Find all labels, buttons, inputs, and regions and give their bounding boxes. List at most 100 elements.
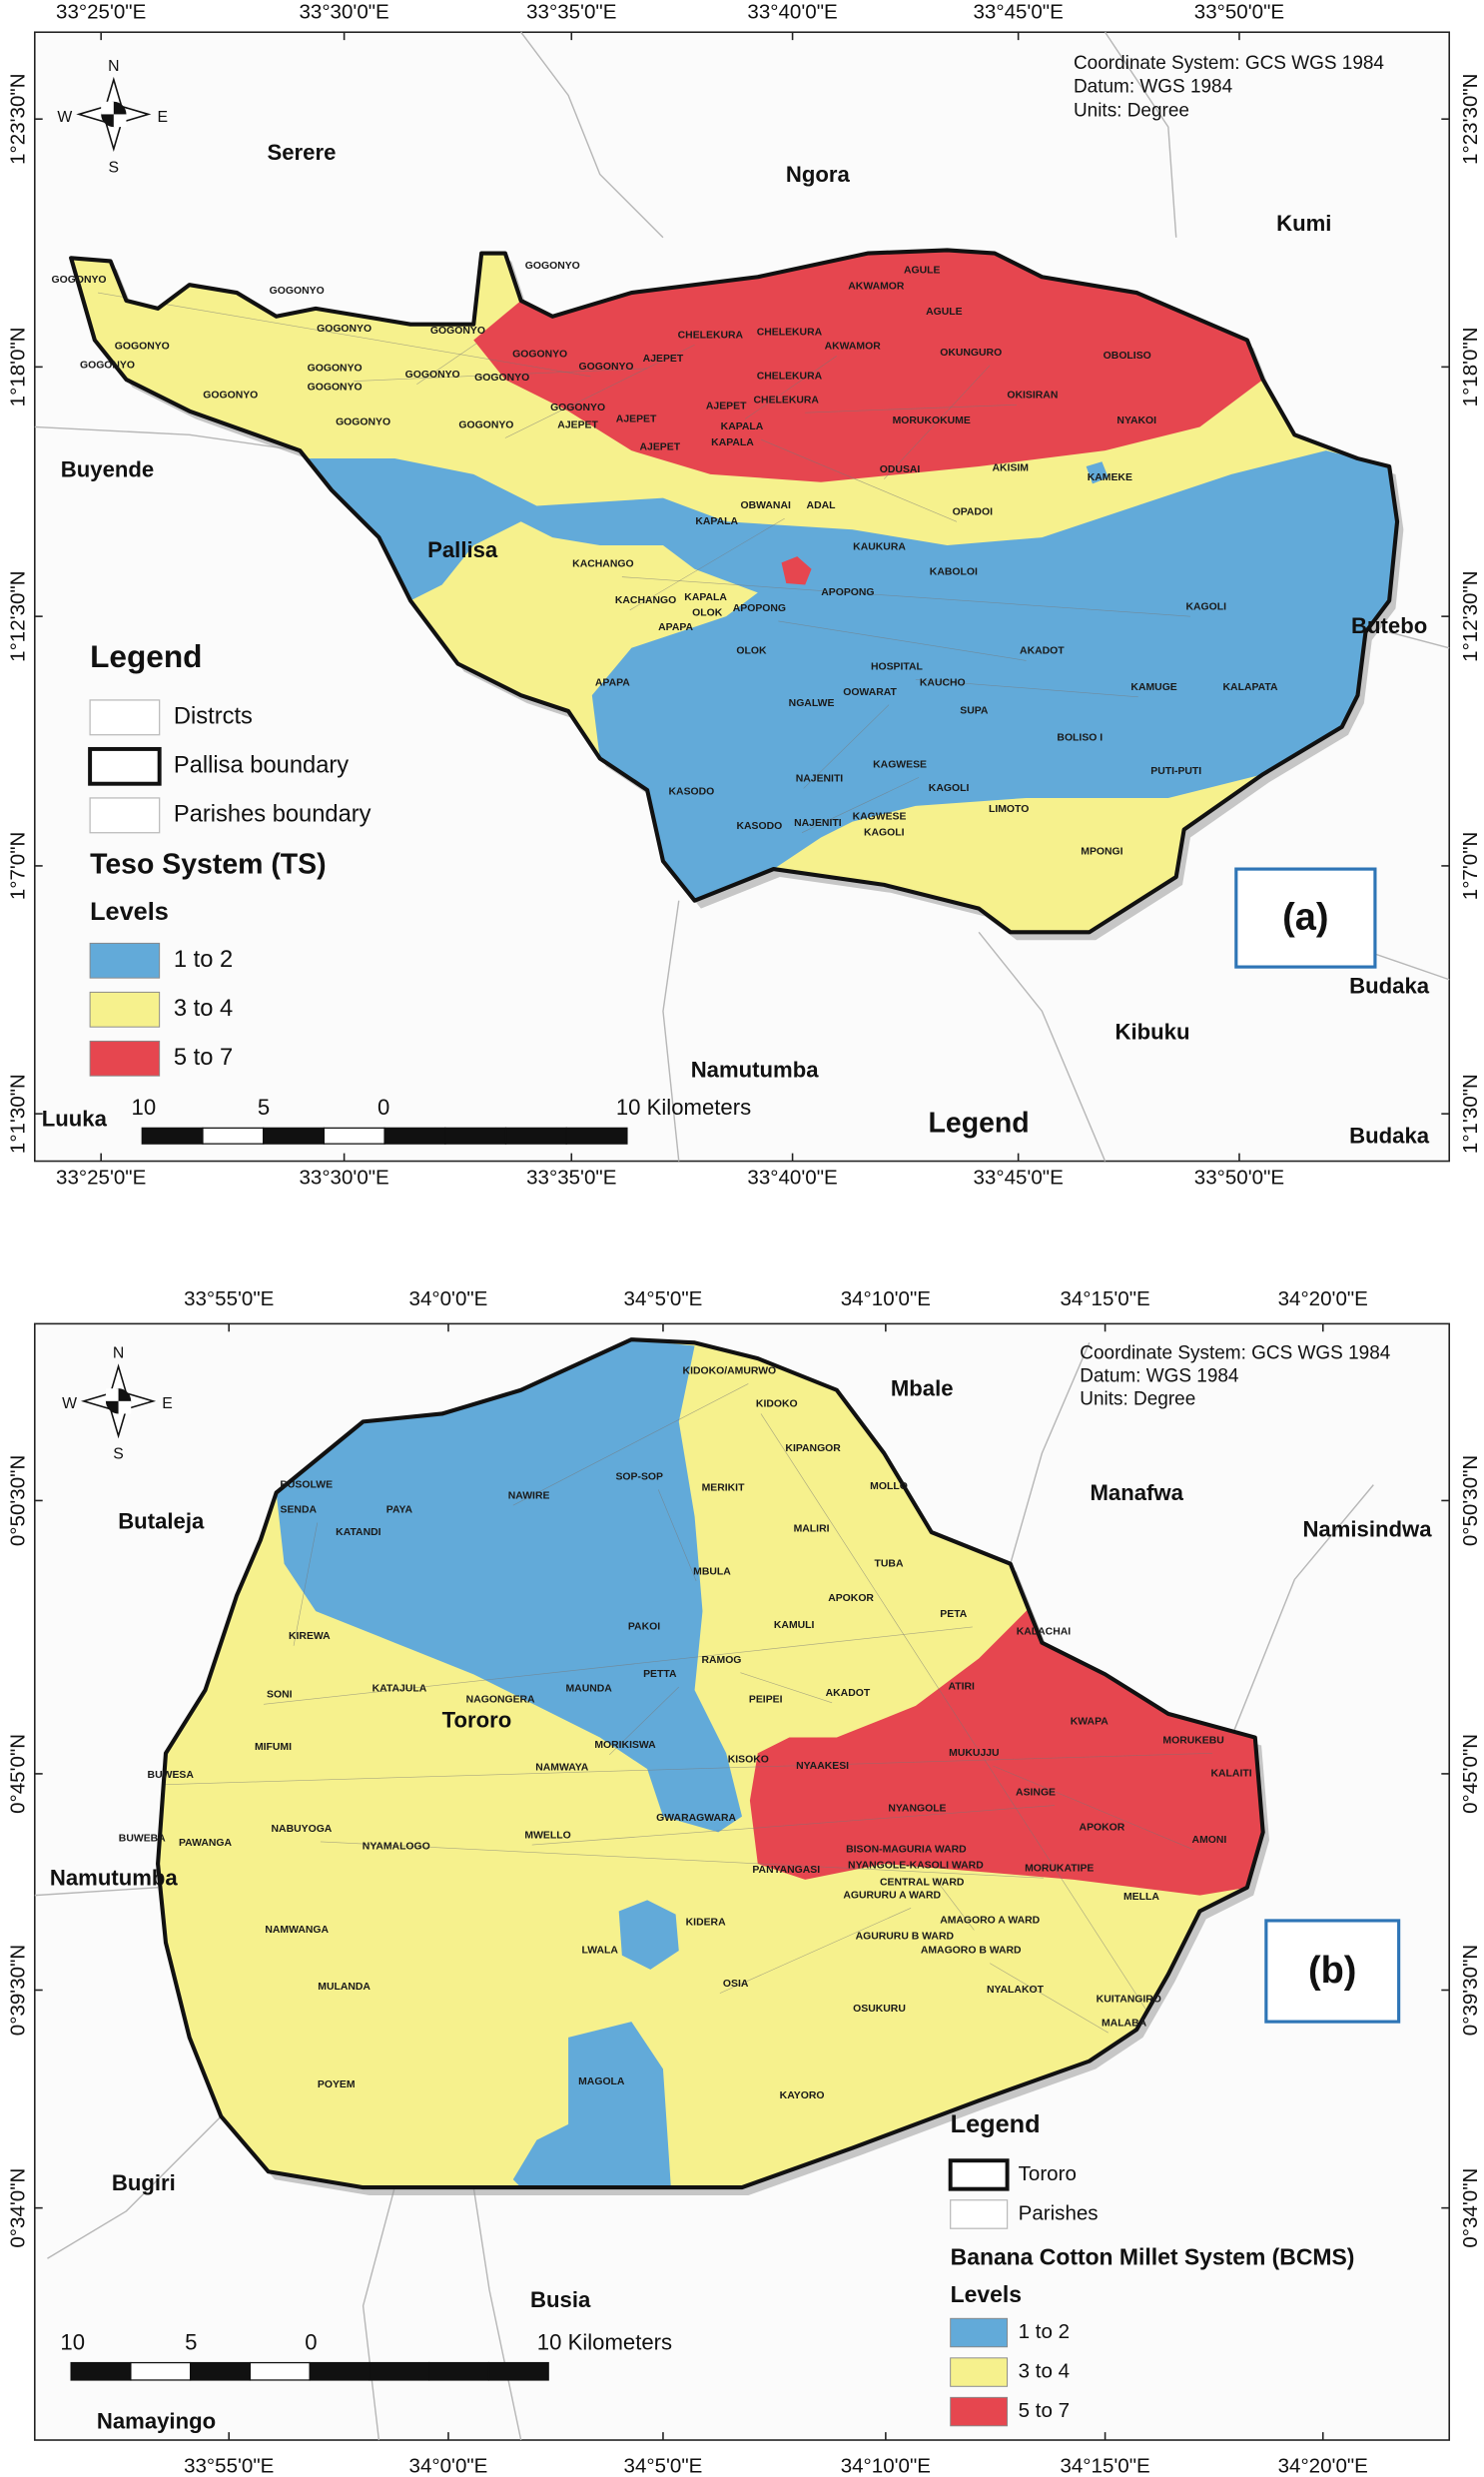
coordinate-info: Units: Degree bbox=[1080, 1388, 1195, 1409]
parish-label: MULANDA bbox=[318, 1982, 371, 1993]
parish-label: KIDOKO/AMURWO bbox=[683, 1366, 777, 1377]
legend-symbol bbox=[89, 699, 161, 736]
parish-boundary bbox=[778, 620, 1027, 661]
scale-bar-segment bbox=[202, 1127, 265, 1145]
legend-item: Tororo bbox=[1019, 2162, 1077, 2185]
parish-label: AGURURU A WARD bbox=[843, 1890, 941, 1901]
parish-label: KABOLOI bbox=[930, 567, 978, 578]
compass-center bbox=[118, 1400, 132, 1414]
compass-letter: W bbox=[57, 109, 72, 126]
scale-bar-segment bbox=[263, 1127, 326, 1145]
scale-bar-segment bbox=[70, 2361, 132, 2381]
legend-item: Parishes boundary bbox=[174, 802, 371, 828]
parish-label: MAUNDA bbox=[565, 1683, 612, 1694]
parish-label: CHELEKURA bbox=[757, 372, 823, 383]
parish-label: AJEPET bbox=[640, 442, 681, 453]
district-line bbox=[1230, 1484, 1374, 1738]
parish-label: AMONI bbox=[1192, 1835, 1227, 1846]
parish-label: LWALA bbox=[581, 1946, 618, 1957]
parish-label: APAPA bbox=[658, 622, 693, 633]
parish-label: KALAPATA bbox=[1223, 682, 1278, 693]
latitude-tick-label: 1°23'30"N bbox=[1459, 73, 1482, 164]
parish-label: OLOK bbox=[692, 608, 723, 619]
scale-label: 10 bbox=[132, 1095, 157, 1120]
parish-boundary bbox=[760, 1413, 1148, 2013]
parish-label: KASODO bbox=[737, 821, 783, 832]
parish-label: GOGONYO bbox=[512, 349, 567, 360]
parish-label: OLOK bbox=[736, 646, 767, 657]
parish-label: APOPONG bbox=[733, 603, 786, 614]
parish-label: OKUNGURO bbox=[940, 348, 1002, 359]
parish-label: KAUKURA bbox=[853, 541, 906, 552]
latitude-tick-label: 0°34'0"N bbox=[6, 2168, 29, 2248]
legend-system: Banana Cotton Millet System (BCMS) bbox=[951, 2243, 1355, 2269]
scale-bar-segment bbox=[487, 2361, 549, 2381]
district-line bbox=[362, 2186, 395, 2441]
longitude-tick-label: 34°0'0"E bbox=[409, 1287, 488, 1310]
parish-label: GOGONYO bbox=[52, 275, 107, 286]
parish-label: KAPALA bbox=[721, 421, 764, 432]
parish-boundary bbox=[915, 679, 1138, 698]
parish-label: OSIA bbox=[723, 1979, 749, 1990]
legend-level: 1 to 2 bbox=[1019, 2320, 1070, 2343]
parish-label: KAMEKE bbox=[1088, 472, 1132, 483]
place-label: Ngora bbox=[786, 162, 851, 187]
scale-bar-segment bbox=[565, 1127, 628, 1145]
place-label: Namisindwa bbox=[1302, 1516, 1432, 1541]
legend-level: 3 to 4 bbox=[174, 996, 233, 1022]
parish-label: CHELEKURA bbox=[754, 395, 820, 406]
parish-label: NGALWE bbox=[789, 698, 835, 709]
parish-label: SENDA bbox=[281, 1505, 318, 1516]
parish-label: SOP-SOP bbox=[615, 1471, 663, 1482]
longitude-tick-label: 33°45'0"E bbox=[974, 1, 1064, 24]
parish-label: CENTRAL WARD bbox=[880, 1878, 965, 1889]
parish-label: KASODO bbox=[669, 786, 715, 797]
parish-label: KAGOLI bbox=[929, 783, 970, 794]
district-line bbox=[1105, 31, 1177, 238]
legend-level: 3 to 4 bbox=[1019, 2359, 1070, 2382]
parish-label: GOGONYO bbox=[308, 364, 363, 375]
parish-label: OBWANAI bbox=[741, 500, 791, 511]
legend-title: Legend bbox=[90, 638, 202, 674]
level-zone bbox=[512, 2022, 671, 2188]
longitude-tick-label: 34°5'0"E bbox=[624, 2454, 703, 2477]
parish-label: GOGONYO bbox=[579, 362, 634, 373]
district-line bbox=[472, 2186, 522, 2441]
parish-boundary bbox=[608, 1686, 679, 1756]
parish-label: NYAKOI bbox=[1116, 415, 1156, 426]
district-line bbox=[662, 900, 680, 1162]
parish-label: AKADOT bbox=[826, 1688, 871, 1699]
latitude-tick-label: 1°7'0"N bbox=[1459, 832, 1482, 901]
parish-label: KIDOKO bbox=[756, 1399, 798, 1410]
coordinate-info: Coordinate System: GCS WGS 1984 bbox=[1080, 1342, 1390, 1363]
scale-bar-segment bbox=[504, 1127, 567, 1145]
latitude-tick-label: 1°18'0"N bbox=[1459, 327, 1482, 407]
parish-boundary bbox=[740, 1672, 833, 1704]
compass-letter: N bbox=[113, 1345, 124, 1362]
place-label: Namutumba bbox=[50, 1866, 179, 1891]
level-zone bbox=[276, 1339, 742, 1833]
parish-label: KAYORO bbox=[780, 2090, 825, 2101]
legend-item: Pallisa boundary bbox=[174, 753, 349, 779]
zones bbox=[71, 250, 1398, 933]
longitude-tick-label: 34°20'0"E bbox=[1278, 2454, 1368, 2477]
parish-label: GOGONYO bbox=[474, 373, 529, 384]
place-label: Bugiri bbox=[112, 2170, 176, 2195]
parish-label: ODUSAI bbox=[880, 464, 921, 475]
legend-level: 5 to 7 bbox=[1019, 2399, 1070, 2422]
level-zone bbox=[300, 450, 1398, 901]
longitude-tick-label: 33°40'0"E bbox=[747, 1, 837, 24]
legend-title: Legend bbox=[951, 2110, 1041, 2138]
scale-bar-segment bbox=[249, 2361, 311, 2381]
scale-label: 0 bbox=[377, 1095, 389, 1120]
latitude-tick-label: 1°12'30"N bbox=[6, 570, 29, 661]
parish-label: NYAAKESI bbox=[796, 1761, 849, 1772]
parish-label: NAGONGERA bbox=[466, 1694, 535, 1705]
map-1: 33°55'0"E 33°55'0"E 34°0'0"E 34°0'0"E 34°5'0… bbox=[6, 1287, 1481, 2477]
scale-label: 10 Kilometers bbox=[537, 2329, 672, 2354]
legend-swatch bbox=[950, 2357, 1009, 2387]
parish-label: HOSPITAL bbox=[871, 661, 924, 672]
parish-label: AMAGORO B WARD bbox=[921, 1946, 1022, 1957]
legend-symbol bbox=[950, 2199, 1009, 2229]
parish-label: MELLA bbox=[1123, 1892, 1159, 1903]
